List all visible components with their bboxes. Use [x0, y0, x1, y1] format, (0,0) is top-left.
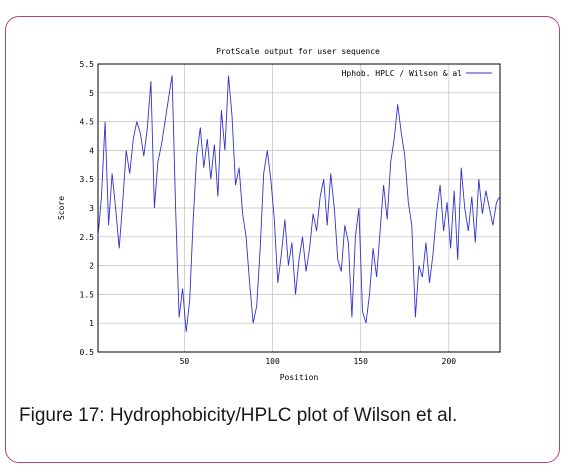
chart-title: ProtScale output for user sequence: [216, 47, 380, 56]
x-tick-labels: 50 100 150 200: [180, 357, 457, 366]
y-tick-label: 0.5: [80, 348, 95, 357]
series-line: [97, 75, 501, 332]
y-tick-label: 2: [89, 262, 94, 271]
figure-caption: Figure 17: Hydrophobicity/HPLC plot of W…: [19, 405, 458, 426]
y-tick-label: 1: [89, 319, 94, 328]
x-tick-label: 150: [353, 357, 368, 366]
legend-label: Hphob. HPLC / Wilson & al: [342, 69, 463, 78]
y-tick-label: 1.5: [80, 290, 95, 299]
legend: Hphob. HPLC / Wilson & al: [342, 69, 492, 78]
y-tick-label: 2.5: [80, 233, 95, 242]
y-axis-label: Score: [57, 196, 66, 220]
grid-lines: [98, 63, 500, 353]
y-tick-labels: 0.5 1 1.5 2 2.5 3 3.5 4 4.5 5 5.5: [80, 60, 95, 357]
y-tick-label: 5: [89, 89, 94, 98]
y-tick-label: 3.5: [80, 175, 95, 184]
y-tick-label: 3: [89, 204, 94, 213]
y-tick-label: 5.5: [80, 60, 95, 69]
x-axis-label: Position: [280, 373, 319, 382]
x-tick-label: 100: [265, 357, 280, 366]
protscale-chart: ProtScale output for user sequence 0.5 1 1…: [57, 47, 501, 382]
y-tick-label: 4: [89, 146, 94, 155]
x-tick-label: 50: [180, 357, 190, 366]
x-tick-label: 200: [442, 357, 457, 366]
plot-border: [97, 63, 501, 353]
chart-area: ProtScale output for user sequence 0.5 1 1…: [50, 44, 510, 390]
y-tick-label: 4.5: [80, 118, 95, 127]
